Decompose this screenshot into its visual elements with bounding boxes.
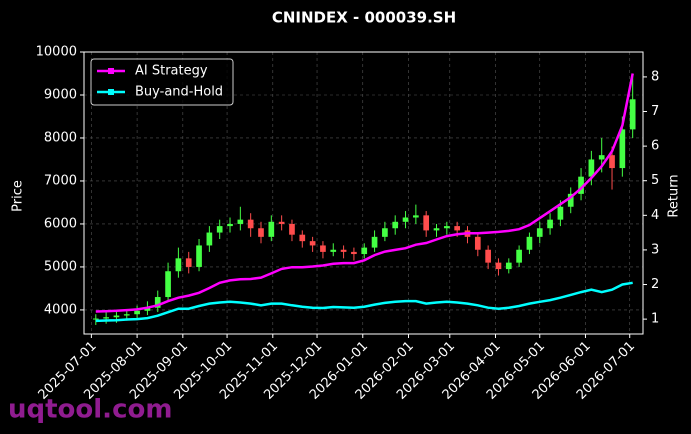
- candle-body: [299, 234, 306, 242]
- candle-body: [454, 226, 460, 231]
- y2-axis-label: Return: [667, 174, 682, 217]
- candle-body: [268, 221, 275, 237]
- candle-body: [609, 155, 615, 169]
- legend-marker: [108, 68, 114, 74]
- candle-body: [351, 251, 357, 255]
- candle-body: [629, 99, 636, 130]
- candle-body: [382, 228, 388, 237]
- candle-body: [175, 258, 182, 272]
- candle-body: [433, 228, 440, 231]
- candle-body: [443, 226, 450, 229]
- candle-body: [185, 258, 192, 267]
- candle-body: [237, 219, 244, 224]
- plot-frame: [83, 51, 644, 335]
- y2-tick-label: 5: [651, 173, 659, 188]
- y-axis-label: Price: [11, 180, 26, 212]
- return-line: [95, 281, 633, 323]
- legend-box: [90, 58, 234, 106]
- candle-body: [247, 219, 254, 229]
- candle-body: [526, 236, 533, 250]
- candle-body: [423, 215, 430, 231]
- y-tick-label: 5000: [44, 259, 77, 274]
- watermark: uqtool.com: [8, 395, 172, 425]
- candle-body: [103, 317, 109, 319]
- candle-body: [320, 245, 326, 252]
- candle-body: [144, 307, 151, 311]
- candle-body: [227, 223, 233, 227]
- y2-tick-label: 1: [651, 312, 659, 327]
- y2-tick-label: 4: [651, 208, 659, 223]
- legend-label: AI Strategy: [135, 64, 208, 79]
- y-tick-label: 10000: [36, 45, 77, 60]
- candle-body: [536, 228, 543, 237]
- return-line: [95, 73, 634, 313]
- candle-body: [578, 176, 584, 194]
- candle-body: [547, 219, 553, 229]
- candle-body: [154, 297, 161, 308]
- candle-body: [567, 193, 574, 207]
- candle-body: [113, 315, 120, 318]
- y2-tick-label: 7: [651, 104, 659, 119]
- candle-body: [216, 226, 223, 233]
- candle-body: [340, 249, 347, 252]
- candle-body: [258, 228, 264, 237]
- y-tick-label: 4000: [44, 302, 77, 317]
- legend: AI Strategy Buy-and-Hold: [90, 58, 234, 106]
- y-tick-label: 6000: [44, 216, 77, 231]
- candle-body: [309, 241, 316, 246]
- candle-body: [92, 318, 99, 320]
- legend-marker: [108, 89, 114, 95]
- candle-body: [361, 247, 368, 255]
- candle-body: [330, 249, 337, 252]
- candle-body: [402, 217, 409, 222]
- candle-body: [495, 262, 502, 270]
- candle-body: [516, 249, 522, 263]
- candle-body: [134, 310, 140, 315]
- candle-body: [278, 221, 285, 224]
- candle-body: [289, 223, 295, 235]
- y-tick-label: 7000: [44, 173, 77, 188]
- candle-body: [588, 159, 595, 177]
- y2-tick-label: 3: [651, 242, 659, 257]
- y-tick-label: 9000: [44, 87, 77, 102]
- candle-body: [474, 236, 481, 250]
- candle-body: [123, 314, 130, 316]
- candle-body: [165, 271, 171, 298]
- chart-title: CNINDEX - 000039.SH: [272, 9, 456, 27]
- y2-tick-label: 2: [651, 277, 659, 292]
- legend-label: Buy-and-Hold: [135, 85, 223, 100]
- candle-body: [196, 245, 202, 267]
- candle-body: [598, 155, 605, 160]
- candle-body: [206, 232, 213, 246]
- y2-tick-label: 6: [651, 139, 659, 154]
- y-tick-label: 8000: [44, 130, 77, 145]
- y2-tick-label: 8: [651, 69, 659, 84]
- candle-body: [505, 262, 512, 270]
- candle-body: [392, 221, 399, 229]
- candle-body: [371, 236, 378, 248]
- candle-body: [619, 129, 626, 169]
- candle-body: [485, 249, 491, 263]
- candle-body: [413, 215, 419, 218]
- candle-body: [557, 206, 564, 220]
